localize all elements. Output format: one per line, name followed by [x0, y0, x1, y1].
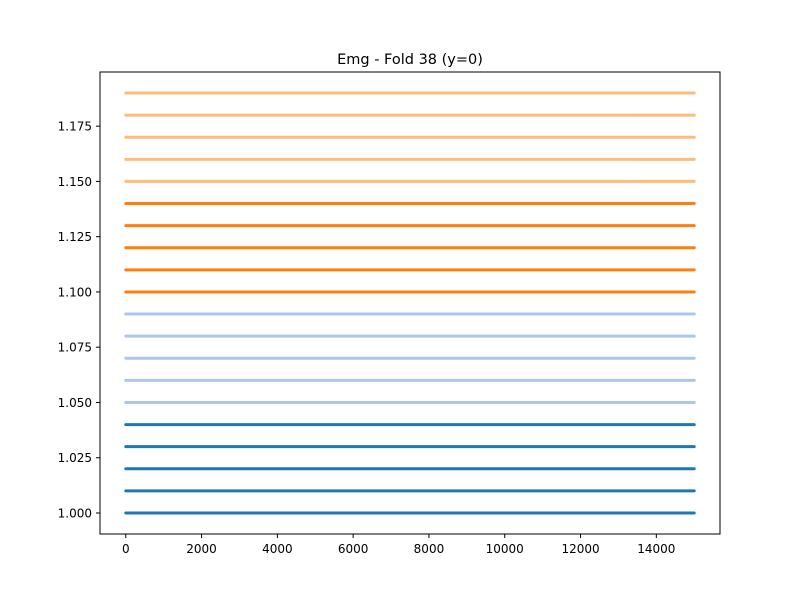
x-tick-label: 0 [122, 542, 130, 556]
y-tick-label: 1.100 [58, 285, 92, 299]
x-tick-label: 4000 [262, 542, 293, 556]
x-tick-label: 8000 [414, 542, 445, 556]
x-tick-label: 2000 [186, 542, 217, 556]
x-tick-label: 6000 [338, 542, 369, 556]
plot-frame [99, 71, 721, 535]
y-tick-label: 1.025 [58, 451, 92, 465]
y-tick-label: 1.125 [58, 230, 92, 244]
series-layer [124, 91, 696, 515]
chart-title: Emg - Fold 38 (y=0) [337, 52, 483, 68]
y-tick-label: 1.175 [58, 120, 92, 134]
x-tick-label: 12000 [561, 542, 599, 556]
x-axis: 0 2000 4000 6000 8000 10000 12000 14000 [122, 534, 675, 556]
y-tick-label: 1.000 [58, 507, 92, 521]
y-tick-label: 1.050 [58, 396, 92, 410]
x-tick-label: 14000 [637, 542, 675, 556]
x-tick-label: 10000 [486, 542, 524, 556]
y-axis: 1.000 1.025 1.050 1.075 1.100 1.125 1.150 1.175 [58, 120, 100, 521]
y-tick-label: 1.075 [58, 341, 92, 355]
y-tick-label: 1.150 [58, 175, 92, 189]
